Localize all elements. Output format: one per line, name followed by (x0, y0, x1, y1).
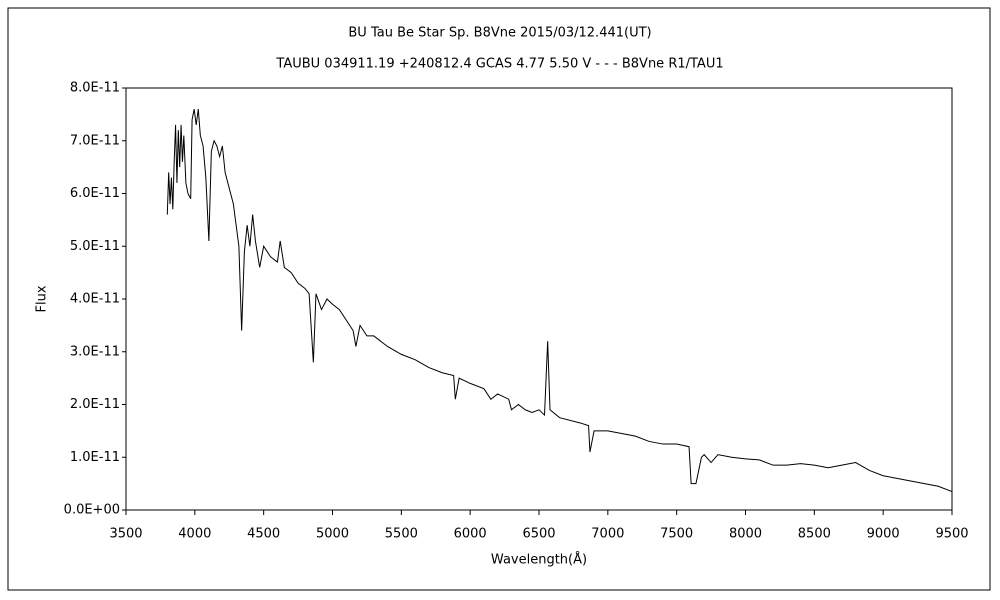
y-tick-label: 4.0E-11 (70, 292, 120, 307)
x-tick-label: 5000 (316, 527, 349, 542)
x-tick-label: 9000 (867, 527, 900, 542)
y-tick-label: 3.0E-11 (70, 344, 120, 359)
x-tick-label: 8000 (729, 527, 762, 542)
chart-title: BU Tau Be Star Sp. B8Vne 2015/03/12.441(… (348, 26, 651, 41)
x-tick-label: 7000 (591, 527, 624, 542)
plot-area (125, 87, 953, 511)
x-tick-label: 6500 (522, 527, 555, 542)
y-tick-label: 6.0E-11 (70, 186, 120, 201)
x-tick-label: 9500 (935, 527, 968, 542)
x-tick-label: 5500 (385, 527, 418, 542)
y-tick-label: 0.0E+00 (64, 503, 120, 518)
x-tick-label: 4000 (178, 527, 211, 542)
y-tick-label: 1.0E-11 (70, 450, 120, 465)
x-tick-label: 6000 (454, 527, 487, 542)
x-tick-label: 4500 (247, 527, 280, 542)
x-tick-label: 8500 (798, 527, 831, 542)
x-axis-label: Wavelength(Å) (491, 552, 587, 568)
y-tick-label: 2.0E-11 (70, 397, 120, 412)
x-tick-label: 7500 (660, 527, 693, 542)
spectrum-line (166, 109, 953, 493)
chart-subtitle: TAUBU 034911.19 +240812.4 GCAS 4.77 5.50… (275, 57, 723, 72)
x-tick-label: 3500 (109, 527, 142, 542)
chart-border (7, 7, 991, 591)
y-tick-label: 5.0E-11 (70, 239, 120, 254)
y-tick-label: 7.0E-11 (70, 133, 120, 148)
y-axis-label: Flux (35, 285, 50, 312)
y-tick-label: 8.0E-11 (70, 81, 120, 96)
